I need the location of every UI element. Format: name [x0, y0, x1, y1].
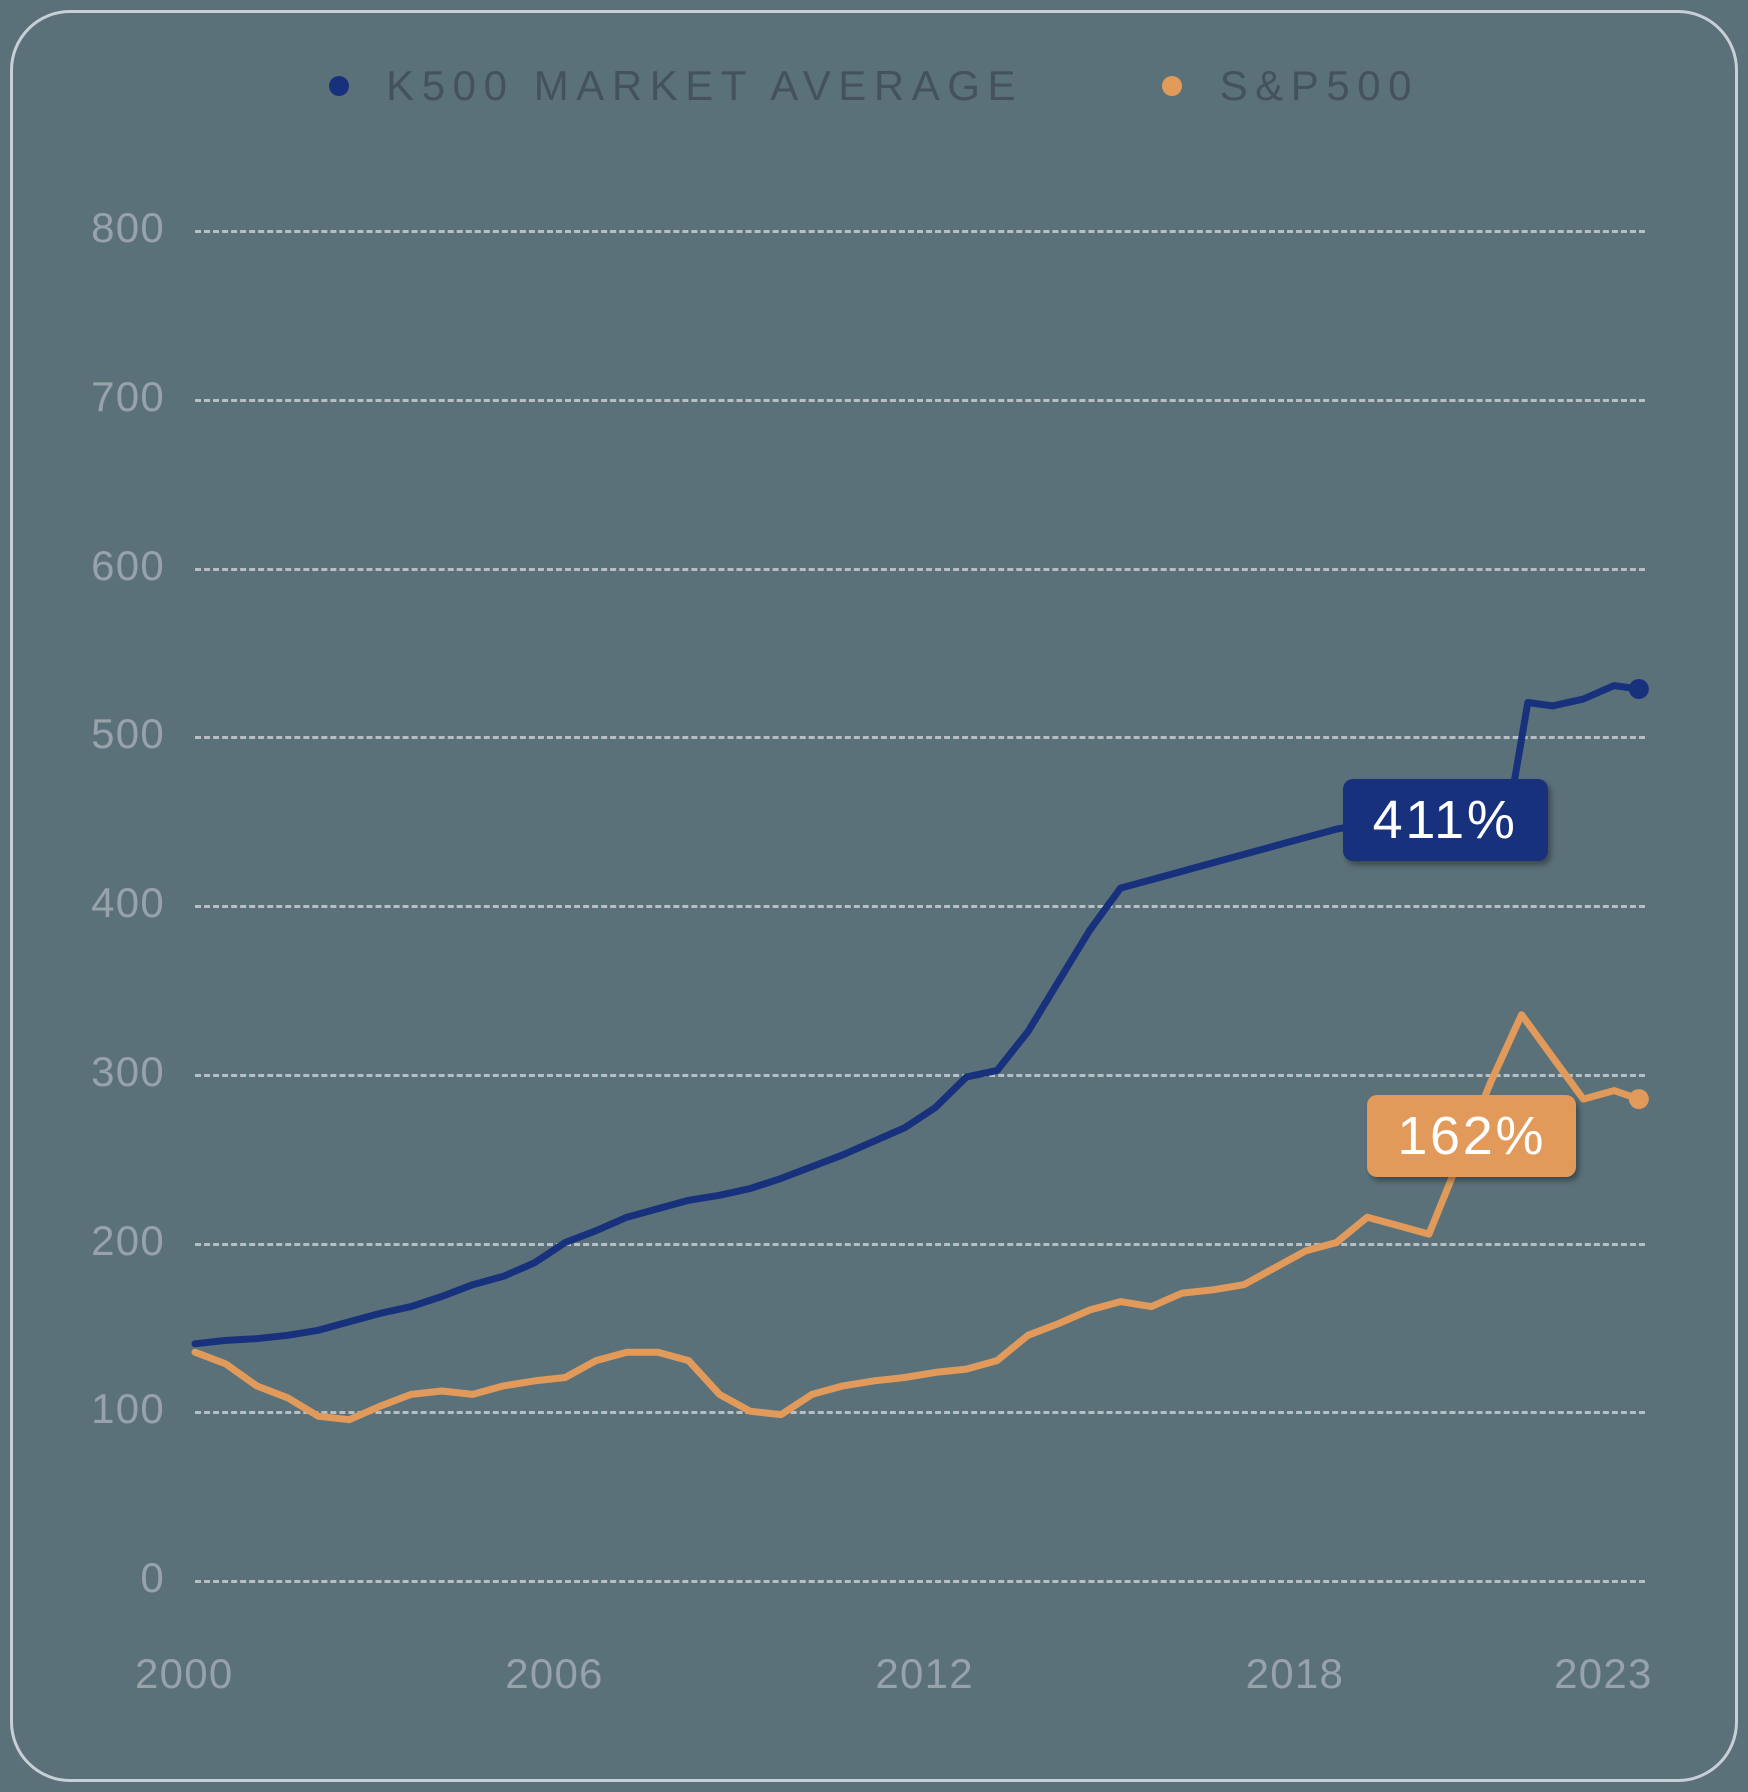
series-callout: 411% — [1343, 779, 1548, 861]
series-callout: 162% — [1367, 1095, 1576, 1177]
series-line — [195, 1015, 1639, 1420]
chart-plot — [0, 0, 1748, 1792]
series-end-marker-icon — [1629, 1089, 1649, 1109]
series-end-marker-icon — [1629, 679, 1649, 699]
